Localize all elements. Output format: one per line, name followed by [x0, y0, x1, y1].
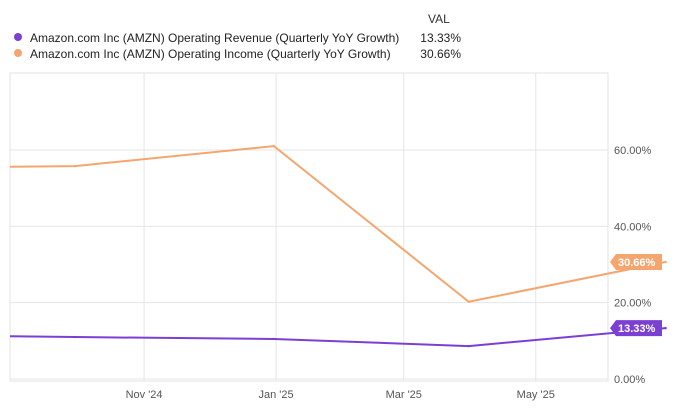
x-tick-label: Mar '25 — [386, 389, 422, 401]
legend-marker-revenue — [14, 33, 22, 41]
data-point — [73, 335, 77, 339]
end-value-label: 13.33% — [618, 323, 656, 335]
y-tick-label: 0.00% — [614, 374, 645, 386]
legend-value-income: 30.66% — [420, 47, 461, 61]
series-line-operating-income — [9, 145, 666, 303]
y-tick-label: 40.00% — [614, 221, 652, 233]
x-tick-label: Nov '24 — [126, 389, 163, 401]
plot-area-border — [9, 72, 609, 382]
end-value-badge — [610, 253, 662, 270]
chart-legend: VAL Amazon.com Inc (AMZN) Operating Reve… — [0, 0, 700, 70]
x-tick-label: May '25 — [517, 389, 555, 401]
data-point — [467, 344, 470, 348]
legend-item-operating-revenue: Amazon.com Inc (AMZN) Operating Revenue … — [14, 31, 461, 45]
legend-value-revenue: 13.33% — [420, 31, 461, 45]
data-point — [73, 164, 77, 168]
data-point — [272, 337, 276, 341]
x-tick-label: Jan '25 — [259, 389, 294, 401]
value-column-header: VAL — [428, 12, 450, 26]
series-line-operating-revenue — [9, 327, 666, 348]
end-value-badge — [610, 320, 662, 337]
y-tick-label: 20.00% — [614, 298, 652, 310]
data-point — [664, 326, 667, 330]
legend-label-income: Amazon.com Inc (AMZN) Operating Income (… — [30, 47, 391, 61]
legend-item-operating-income: Amazon.com Inc (AMZN) Operating Income (… — [14, 47, 461, 61]
y-tick-label: 60.00% — [614, 145, 652, 157]
data-point — [664, 260, 667, 264]
data-point — [467, 300, 470, 303]
legend-marker-income — [14, 49, 22, 57]
data-point — [272, 144, 276, 148]
legend-label-revenue: Amazon.com Inc (AMZN) Operating Revenue … — [30, 31, 400, 45]
end-value-label: 30.66% — [618, 257, 656, 269]
